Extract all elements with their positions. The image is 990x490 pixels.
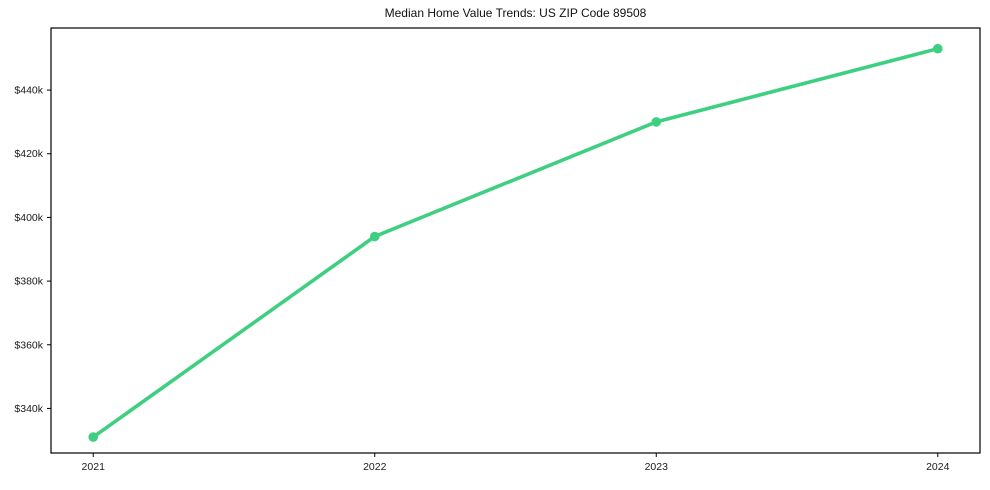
chart-title: Median Home Value Trends: US ZIP Code 89…	[384, 6, 647, 20]
y-axis-tick-label: $340k	[14, 403, 43, 415]
data-point-marker	[651, 117, 662, 127]
y-axis-tick-label: $400k	[14, 212, 43, 224]
plot-border	[50, 27, 981, 454]
y-axis-tick-label: $440k	[14, 85, 43, 97]
trend-line	[91, 46, 940, 439]
data-point-marker	[932, 43, 943, 54]
data-point-marker	[369, 231, 380, 242]
x-axis-tick-label: 2024	[926, 461, 950, 473]
y-axis-tick-label: $360k	[14, 339, 43, 351]
y-axis-tick-label: $420k	[14, 148, 43, 160]
x-axis-tick-label: 2023	[645, 461, 669, 473]
x-axis-tick-label: 2021	[82, 461, 106, 473]
data-point-marker	[88, 432, 99, 442]
x-axis-tick-label: 2022	[363, 461, 387, 473]
y-axis-tick-label: $380k	[14, 276, 43, 288]
